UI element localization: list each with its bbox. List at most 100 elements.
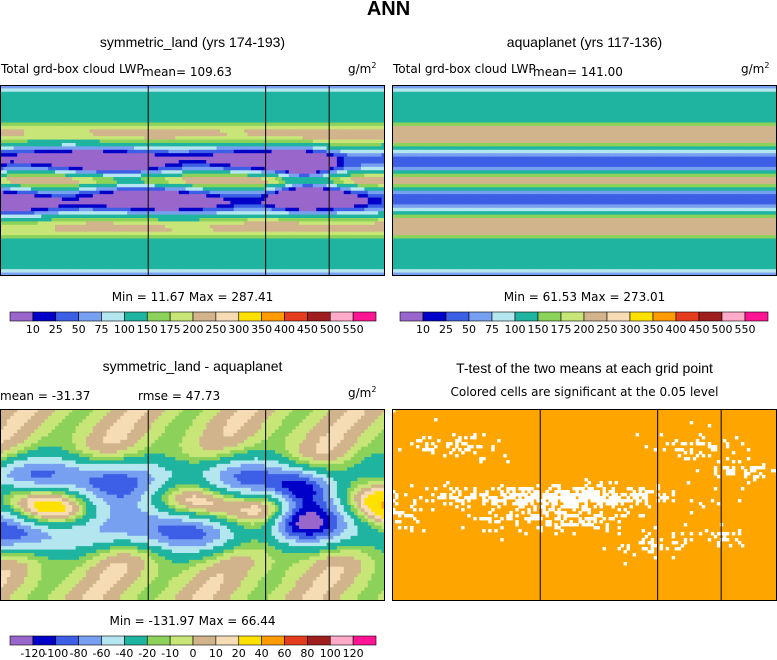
heatmap-cell (230, 115, 235, 120)
heatmap-cell (127, 146, 132, 151)
heatmap-cell (17, 122, 22, 127)
heatmap-cell (99, 170, 104, 175)
heatmap-cell (154, 194, 159, 199)
heatmap-cell (340, 187, 345, 192)
heatmap-cell (24, 149, 29, 154)
heatmap-cell (89, 129, 94, 134)
heatmap-cell (302, 88, 307, 93)
heatmap-cell (230, 98, 235, 103)
heatmap-cell (281, 119, 286, 124)
heatmap-cell (120, 221, 125, 226)
heatmap-cell (116, 183, 121, 188)
heatmap-cell (165, 91, 170, 96)
heatmap-cell (247, 91, 252, 96)
heatmap-cell (113, 153, 118, 158)
heatmap-cell (6, 105, 11, 110)
heatmap-cell (37, 218, 42, 223)
heatmap-cell (99, 129, 104, 134)
heatmap-cell (378, 122, 383, 127)
heatmap-cell (137, 132, 142, 137)
heatmap-cell (336, 204, 341, 209)
heatmap-cell (41, 228, 46, 233)
heatmap-cell (336, 231, 341, 236)
heatmap-cell (61, 122, 66, 127)
heatmap-cell (185, 132, 190, 137)
heatmap-cell (85, 235, 90, 240)
heatmap-cell (65, 160, 70, 165)
heatmap-cell (161, 129, 166, 134)
heatmap-cell (333, 194, 338, 199)
heatmap-cell (120, 200, 125, 205)
heatmap-cell (223, 177, 228, 182)
heatmap-cell (371, 173, 376, 178)
heatmap-cell (275, 166, 280, 171)
heatmap-cell (195, 170, 200, 175)
heatmap-cell (137, 88, 142, 93)
heatmap-cell (96, 142, 101, 147)
heatmap-cell (247, 95, 252, 100)
heatmap-cell (154, 115, 159, 120)
heatmap-cell (367, 228, 372, 233)
heatmap-cell (82, 231, 87, 236)
heatmap-cell (113, 218, 118, 223)
heatmap-cell (137, 180, 142, 185)
heatmap-cell (137, 187, 142, 192)
heatmap-cell (305, 91, 310, 96)
heatmap-cell (116, 194, 121, 199)
heatmap-cell (178, 235, 183, 240)
heatmap-cell (371, 136, 376, 141)
heatmap-cell (185, 235, 190, 240)
panel-1-variable: Total grd-box cloud LWP (1, 62, 144, 76)
heatmap-cell (275, 112, 280, 117)
heatmap-cell (17, 197, 22, 202)
heatmap-cell (175, 112, 180, 117)
heatmap-cell (295, 214, 300, 219)
heatmap-cell (220, 173, 225, 178)
heatmap-cell (24, 146, 29, 151)
heatmap-cell (360, 194, 365, 199)
heatmap-cell (213, 200, 218, 205)
heatmap-cell (374, 200, 379, 205)
heatmap-cell (233, 211, 238, 216)
heatmap-cell (220, 218, 225, 223)
heatmap-cell (250, 221, 255, 226)
heatmap-cell (34, 105, 39, 110)
heatmap-cell (343, 112, 348, 117)
heatmap-cell (89, 214, 94, 219)
heatmap-cell (120, 180, 125, 185)
heatmap-cell (299, 166, 304, 171)
heatmap-cell (68, 125, 73, 130)
heatmap-cell (178, 160, 183, 165)
heatmap-cell (168, 139, 173, 144)
heatmap-cell (68, 214, 73, 219)
heatmap-cell (250, 88, 255, 93)
heatmap-cell (110, 98, 115, 103)
heatmap-cell (24, 129, 29, 134)
heatmap-cell (288, 98, 293, 103)
heatmap-cell (110, 146, 115, 151)
heatmap-cell (3, 218, 8, 223)
heatmap-cell (199, 136, 204, 141)
heatmap-cell (92, 211, 97, 216)
heatmap-cell (130, 149, 135, 154)
heatmap-cell (336, 139, 341, 144)
heatmap-cell (92, 129, 97, 134)
heatmap-cell (319, 115, 324, 120)
heatmap-cell (41, 170, 46, 175)
heatmap-cell (309, 112, 314, 117)
heatmap-cell (357, 200, 362, 205)
heatmap-cell (120, 142, 125, 147)
heatmap-cell (6, 146, 11, 151)
heatmap-cell (134, 211, 139, 216)
heatmap-cell (0, 194, 5, 199)
heatmap-cell (68, 122, 73, 127)
heatmap-cell (220, 142, 225, 147)
heatmap-cell (51, 85, 56, 90)
heatmap-cell (378, 98, 383, 103)
heatmap-cell (312, 122, 317, 127)
heatmap-cell (178, 112, 183, 117)
heatmap-cell (360, 112, 365, 117)
heatmap-cell (92, 160, 97, 165)
heatmap-cell (278, 122, 283, 127)
heatmap-cell (195, 98, 200, 103)
